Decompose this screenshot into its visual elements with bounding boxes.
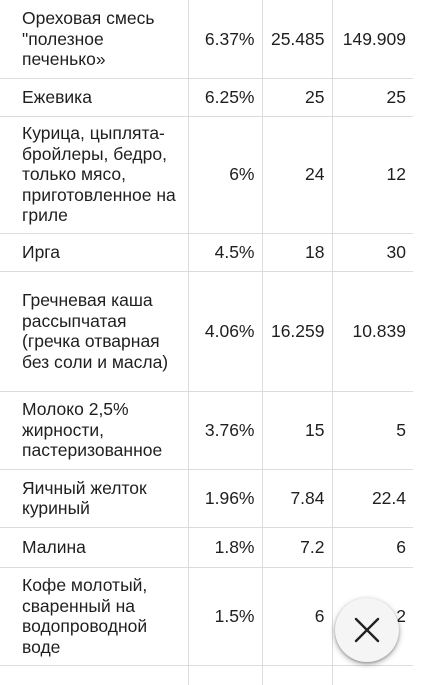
amount-value: 18 xyxy=(262,233,333,272)
secondary-value: 5 xyxy=(332,391,413,470)
food-name: Ореховая смесь "полезное печенько» xyxy=(0,0,189,79)
food-name: Ирга xyxy=(0,233,189,272)
secondary-value xyxy=(332,665,413,685)
secondary-value: 22.4 xyxy=(332,469,413,528)
nutrient-table: Ореховая смесь "полезное печенько» 6.37%… xyxy=(0,0,413,685)
table-row: Малина 1.8% 7.2 6 xyxy=(0,527,413,568)
secondary-value: 6 xyxy=(332,527,413,568)
percent-value: 6.25% xyxy=(188,78,263,117)
amount-value: 16.259 xyxy=(262,271,333,392)
table-row: Молоко 2,5% жирности, пастеризованное 3.… xyxy=(0,391,413,470)
table-row: Яичный желток куриный 1.96% 7.84 22.4 xyxy=(0,469,413,528)
table-row: Ежевика 6.25% 25 25 xyxy=(0,78,413,117)
amount-value: 24 xyxy=(262,116,333,234)
amount-value: 15 xyxy=(262,391,333,470)
amount-value: 25 xyxy=(262,78,333,117)
table-row: Курица, цыплята-бройлеры, бедро, только … xyxy=(0,116,413,234)
table-row: Гречневая каша рассыпчатая (гречка отвар… xyxy=(0,271,413,392)
percent-value: 1.8% xyxy=(188,527,263,568)
secondary-value: 12 xyxy=(332,116,413,234)
close-icon xyxy=(354,617,380,643)
table-row: Ореховая смесь "полезное печенько» 6.37%… xyxy=(0,0,413,79)
secondary-value: 10.839 xyxy=(332,271,413,392)
secondary-value: 30 xyxy=(332,233,413,272)
percent-value: 1.5% xyxy=(188,567,263,666)
percent-value: 1.96% xyxy=(188,469,263,528)
percent-value xyxy=(188,665,263,685)
secondary-value: 25 xyxy=(332,78,413,117)
percent-value: 4.5% xyxy=(188,233,263,272)
food-name: Малина xyxy=(0,527,189,568)
percent-value: 4.06% xyxy=(188,271,263,392)
table-row-partial xyxy=(0,665,413,685)
food-name: Гречневая каша рассыпчатая (гречка отвар… xyxy=(0,271,189,392)
food-name: Ежевика xyxy=(0,78,189,117)
food-name: Курица, цыплята-бройлеры, бедро, только … xyxy=(0,116,189,234)
amount-value: 7.2 xyxy=(262,527,333,568)
percent-value: 6% xyxy=(188,116,263,234)
secondary-value: 149.909 xyxy=(332,0,413,79)
amount-value: 7.84 xyxy=(262,469,333,528)
percent-value: 6.37% xyxy=(188,0,263,79)
amount-value: 25.485 xyxy=(262,0,333,79)
food-name xyxy=(0,665,189,685)
close-button[interactable] xyxy=(335,598,399,662)
percent-value: 3.76% xyxy=(188,391,263,470)
food-name: Молоко 2,5% жирности, пастеризованное xyxy=(0,391,189,470)
amount-value: 6 xyxy=(262,567,333,666)
food-name: Кофе молотый, сваренный на водопроводной… xyxy=(0,567,189,666)
table-row: Ирга 4.5% 18 30 xyxy=(0,233,413,272)
amount-value xyxy=(262,665,333,685)
food-name: Яичный желток куриный xyxy=(0,469,189,528)
